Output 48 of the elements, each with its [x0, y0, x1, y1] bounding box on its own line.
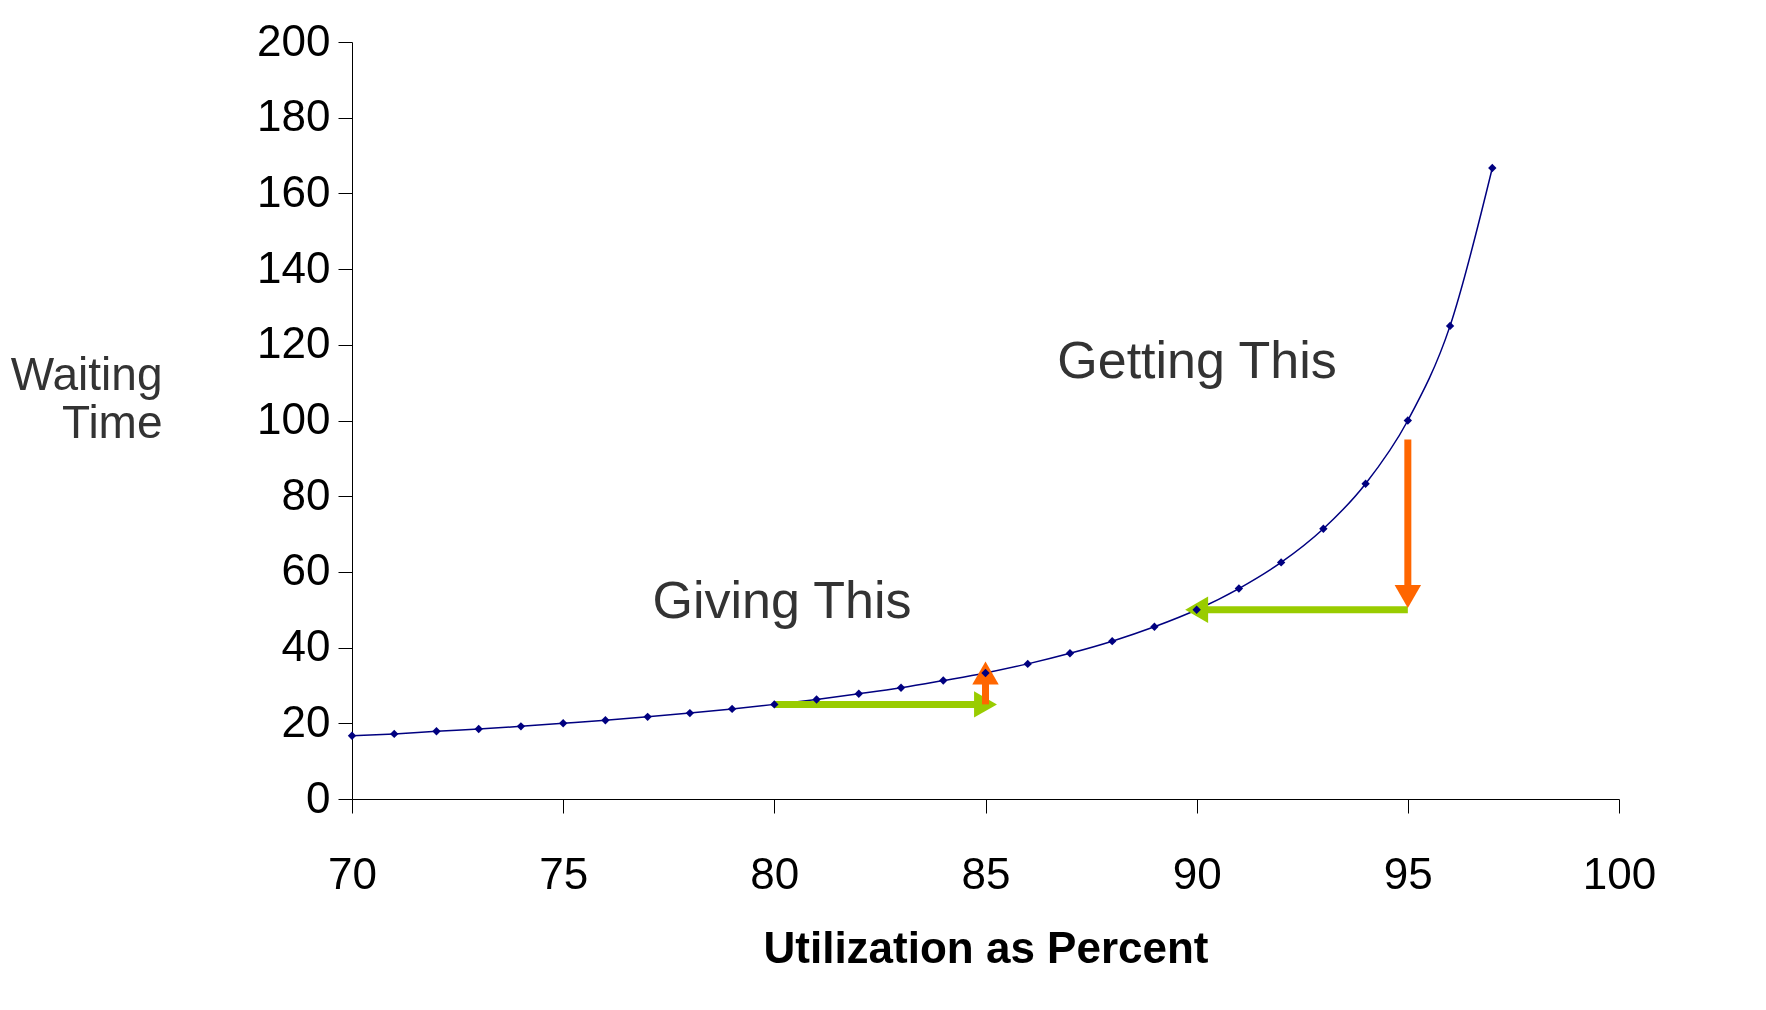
point: [1319, 524, 1328, 533]
point: [347, 731, 357, 740]
y-tick-label: 180: [257, 91, 331, 141]
x-tick-label: 80: [750, 848, 800, 898]
point: [1361, 479, 1370, 488]
point: [812, 695, 821, 704]
point: [390, 729, 399, 739]
x-tick-label: 70: [328, 848, 377, 898]
y-tick-label: 100: [257, 394, 331, 443]
point: [1234, 584, 1244, 593]
y-tick-label: 120: [257, 318, 331, 368]
y-tick-label: 60: [281, 545, 331, 595]
y-tick-label: 140: [257, 242, 331, 292]
point: [1403, 416, 1413, 425]
x-tick-label: 95: [1383, 848, 1433, 898]
point: [727, 704, 737, 714]
y-tick-label: 160: [257, 166, 331, 216]
point: [558, 719, 568, 728]
annotation: Giving This: [652, 571, 912, 629]
point: [516, 722, 526, 731]
point: [854, 689, 863, 698]
x-tick-label: 100: [1582, 848, 1657, 898]
point: [939, 676, 948, 685]
x-tick-label: 85: [961, 848, 1011, 898]
point: [770, 700, 779, 709]
point: [432, 727, 441, 736]
point: [1108, 636, 1117, 646]
y-tick-label: 200: [257, 15, 331, 65]
y-axis-title: Waiting Time: [10, 347, 163, 448]
y-tick-label: 0: [306, 772, 331, 822]
annotation: Getting This: [1057, 331, 1337, 389]
point: [896, 683, 906, 692]
x-axis-title: Utilization as Percent: [763, 922, 1209, 972]
point: [1065, 649, 1075, 658]
point: [685, 708, 695, 718]
point: [643, 712, 652, 722]
y-tick-label: 80: [281, 469, 331, 519]
point: [1488, 163, 1497, 173]
x-tick-label: 90: [1172, 848, 1222, 898]
point: [1150, 622, 1159, 631]
x-tick-label: 75: [539, 848, 589, 898]
point: [474, 724, 483, 734]
point: [601, 716, 610, 725]
y-tick-label: 40: [281, 621, 331, 671]
y-tick-label: 20: [281, 696, 331, 746]
point: [1445, 321, 1455, 331]
point: [1276, 558, 1286, 567]
point: [1023, 659, 1032, 669]
